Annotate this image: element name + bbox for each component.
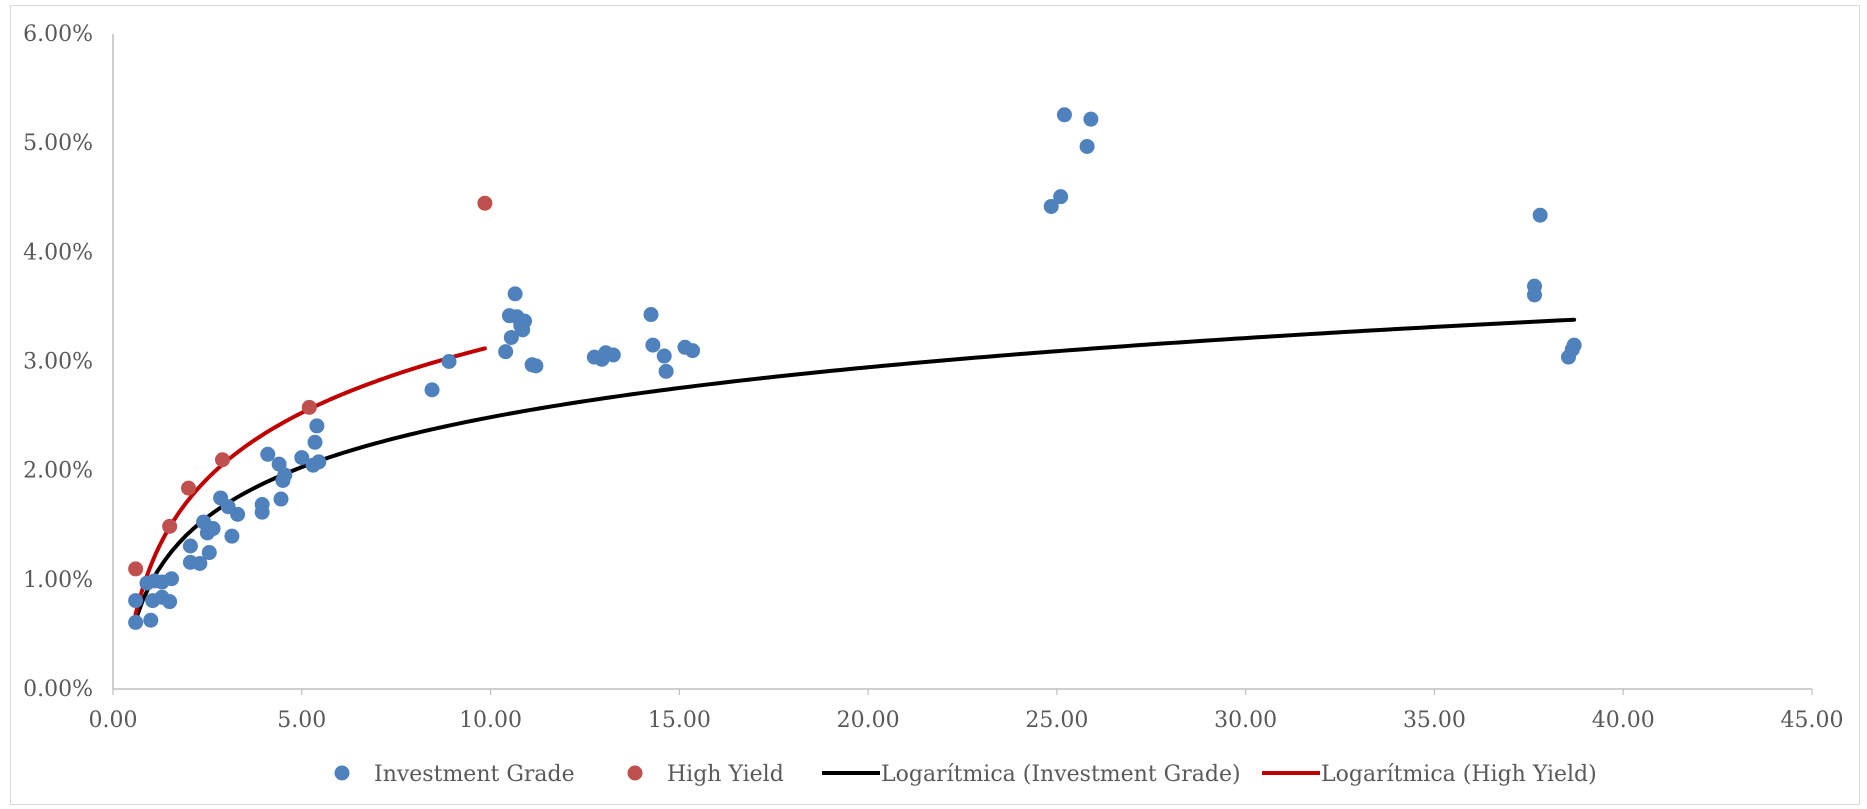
legend-marker-investment-grade (334, 765, 350, 781)
investment-grade-point (1083, 111, 1099, 127)
investment-grade-point (201, 545, 217, 561)
legend: Investment Grade High Yield Logarítmica (I… (334, 762, 1597, 787)
trendline-investment-grade (133, 317, 1577, 622)
x-tick-label: 15.00 (648, 708, 711, 733)
investment-grade-point (441, 354, 457, 369)
investment-grade-point (294, 450, 310, 466)
high-yield-point (301, 399, 317, 415)
investment-grade-point (260, 446, 276, 462)
investment-grade-point (164, 571, 180, 587)
investment-grade-point (230, 506, 246, 522)
investment-grade-point (192, 555, 208, 571)
investment-grade-point (424, 382, 440, 398)
investment-grade-point (128, 593, 144, 609)
investment-grade-point (1043, 198, 1059, 214)
legend-label: Investment Grade (374, 762, 575, 787)
investment-grade-point (162, 594, 178, 610)
high-yield-point (214, 452, 230, 468)
investment-grade-point (528, 358, 544, 374)
data-points (128, 107, 1582, 630)
high-yield-point (477, 195, 493, 211)
investment-grade-point (605, 347, 621, 363)
y-tick-label: 6.00% (23, 22, 93, 47)
y-tick-label: 5.00% (23, 131, 93, 156)
investment-grade-point (311, 454, 327, 470)
trendlines (133, 317, 1577, 622)
investment-grade-point (1526, 287, 1542, 303)
investment-grade-point (1056, 107, 1072, 123)
y-tick-label: 3.00% (23, 350, 93, 375)
investment-grade-point (503, 329, 519, 345)
y-tick-label: 0.00% (23, 677, 93, 702)
y-tick-label: 2.00% (23, 459, 93, 484)
investment-grade-point (254, 504, 270, 520)
y-tick-label: 4.00% (23, 240, 93, 265)
high-yield-point (128, 561, 144, 577)
investment-grade-point (182, 538, 198, 554)
investment-grade-point (224, 528, 240, 544)
x-tick-label: 40.00 (1592, 708, 1655, 733)
investment-grade-point (1532, 207, 1548, 223)
x-tick-label: 45.00 (1781, 708, 1844, 733)
high-yield-point (181, 480, 197, 496)
investment-grade-point (507, 286, 523, 302)
x-tick-label: 5.00 (277, 708, 326, 733)
investment-grade-point (1566, 337, 1582, 353)
legend-label: Logarítmica (Investment Grade) (881, 762, 1241, 787)
legend-label: Logarítmica (High Yield) (1321, 762, 1597, 787)
investment-grade-point (1079, 138, 1095, 154)
investment-grade-point (643, 307, 659, 323)
x-tick-label: 30.00 (1214, 708, 1277, 733)
investment-grade-point (128, 614, 144, 630)
x-tick-label: 0.00 (89, 708, 138, 733)
investment-grade-point (645, 337, 661, 353)
axes: 0.00% 1.00% 2.00% 3.00% 4.00% 5.00% 6.00% 0.00 5… (23, 22, 1843, 733)
investment-grade-point (307, 434, 323, 450)
investment-grade-point (656, 348, 672, 364)
investment-grade-point (273, 491, 289, 507)
y-tick-label: 1.00% (23, 568, 93, 593)
high-yield-point (162, 518, 178, 534)
x-tick-label: 10.00 (459, 708, 522, 733)
investment-grade-point (517, 313, 533, 329)
investment-grade-point (658, 363, 674, 379)
investment-grade-point (143, 612, 159, 628)
investment-grade-point (1053, 189, 1069, 205)
investment-grade-point (205, 521, 221, 537)
legend-label: High Yield (667, 762, 784, 787)
investment-grade-point (309, 418, 325, 434)
investment-grade-point (277, 467, 293, 483)
investment-grade-point (685, 343, 701, 359)
x-tick-label: 20.00 (837, 708, 900, 733)
x-tick-label: 35.00 (1403, 708, 1466, 733)
x-tick-label: 25.00 (1025, 708, 1088, 733)
investment-grade-point (498, 344, 514, 360)
legend-marker-high-yield (627, 765, 643, 781)
